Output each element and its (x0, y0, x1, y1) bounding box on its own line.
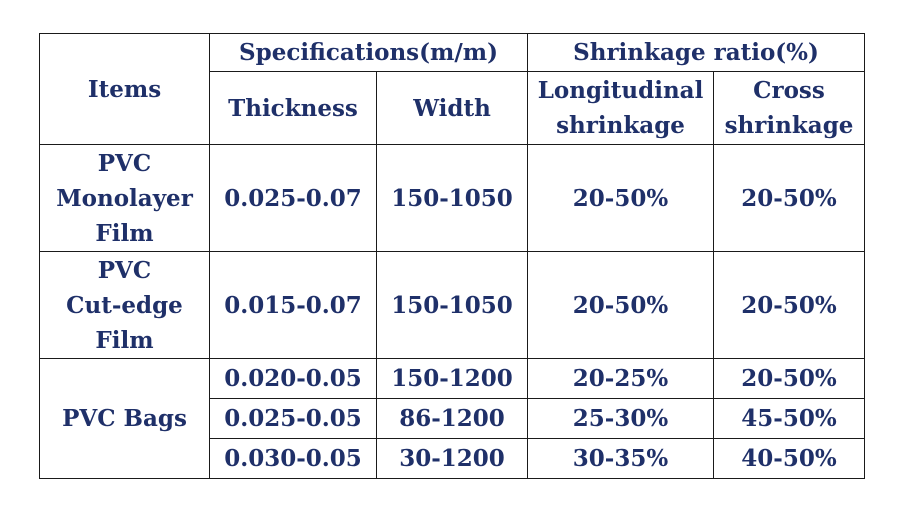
table-row-bags-2: 0.025-0.05 86-1200 25-30% 45-50% (40, 398, 866, 439)
longitudinal-cell: 20-50% (527, 251, 715, 359)
item-cell-cut-edge: PVC Cut-edge Film (39, 251, 210, 359)
longitudinal-cell: 20-50% (527, 144, 715, 252)
longitudinal-header-line2: shrinkage (556, 112, 685, 139)
header-row-2: Thickness Width Longitudinal shrinkage C… (40, 71, 866, 145)
item-cell-monolayer: PVC Monolayer Film (39, 144, 210, 252)
cross-cell: 20-50% (713, 251, 866, 359)
cross-header-line1: Cross (753, 77, 825, 104)
thickness-cell: 0.030-0.05 (209, 438, 377, 479)
shrinkage-ratio-header: Shrinkage ratio(%) (527, 33, 866, 72)
table-row-cut-edge: PVC Cut-edge Film 0.015-0.07 150-1050 20… (39, 251, 866, 359)
cross-shrinkage-header: Cross shrinkage (713, 71, 866, 145)
specifications-header: Specifications(m/m) (208, 33, 529, 72)
thickness-cell: 0.020-0.05 (209, 358, 377, 399)
table-row-monolayer: PVC Monolayer Film 0.025-0.07 150-1050 2… (39, 144, 866, 252)
table-row-bags-3: 0.030-0.05 30-1200 30-35% 40-50% (40, 438, 866, 479)
item-cut-edge-line3: Film (95, 326, 154, 354)
width-header: Width (375, 71, 529, 145)
thickness-cell: 0.025-0.05 (209, 398, 377, 439)
longitudinal-cell: 25-30% (527, 398, 715, 439)
width-cell: 150-1050 (375, 144, 529, 252)
cross-cell: 40-50% (713, 438, 866, 479)
item-cut-edge-line1: PVC (97, 256, 152, 284)
width-cell: 30-1200 (375, 438, 529, 479)
table-row-bags-1: PVC Bags 0.020-0.05 150-1200 20-25% 20-5… (39, 358, 866, 479)
longitudinal-cell: 30-35% (527, 438, 715, 479)
items-header: Items (39, 33, 210, 145)
cross-cell: 45-50% (713, 398, 866, 439)
cross-cell: 20-50% (713, 358, 866, 399)
specification-table: Items Specifications(m/m) Shrinkage rati… (39, 33, 866, 479)
longitudinal-header-line1: Longitudinal (537, 77, 704, 104)
thickness-header: Thickness (209, 71, 377, 145)
item-monolayer-line2: Monolayer (56, 184, 193, 212)
width-cell: 150-1200 (375, 358, 529, 399)
cross-header-line2: shrinkage (724, 112, 854, 139)
longitudinal-cell: 20-25% (527, 358, 715, 399)
width-cell: 86-1200 (375, 398, 529, 439)
item-cell-bags: PVC Bags (39, 358, 210, 479)
header-row-1: Items Specifications(m/m) Shrinkage rati… (39, 33, 866, 145)
item-monolayer-line1: PVC (97, 149, 152, 177)
thickness-cell: 0.025-0.07 (209, 144, 377, 252)
thickness-cell: 0.015-0.07 (209, 251, 377, 359)
item-cut-edge-line2: Cut-edge (66, 291, 183, 319)
longitudinal-shrinkage-header: Longitudinal shrinkage (527, 71, 715, 145)
cross-cell: 20-50% (713, 144, 866, 252)
item-monolayer-line3: Film (95, 219, 154, 247)
width-cell: 150-1050 (375, 251, 529, 359)
